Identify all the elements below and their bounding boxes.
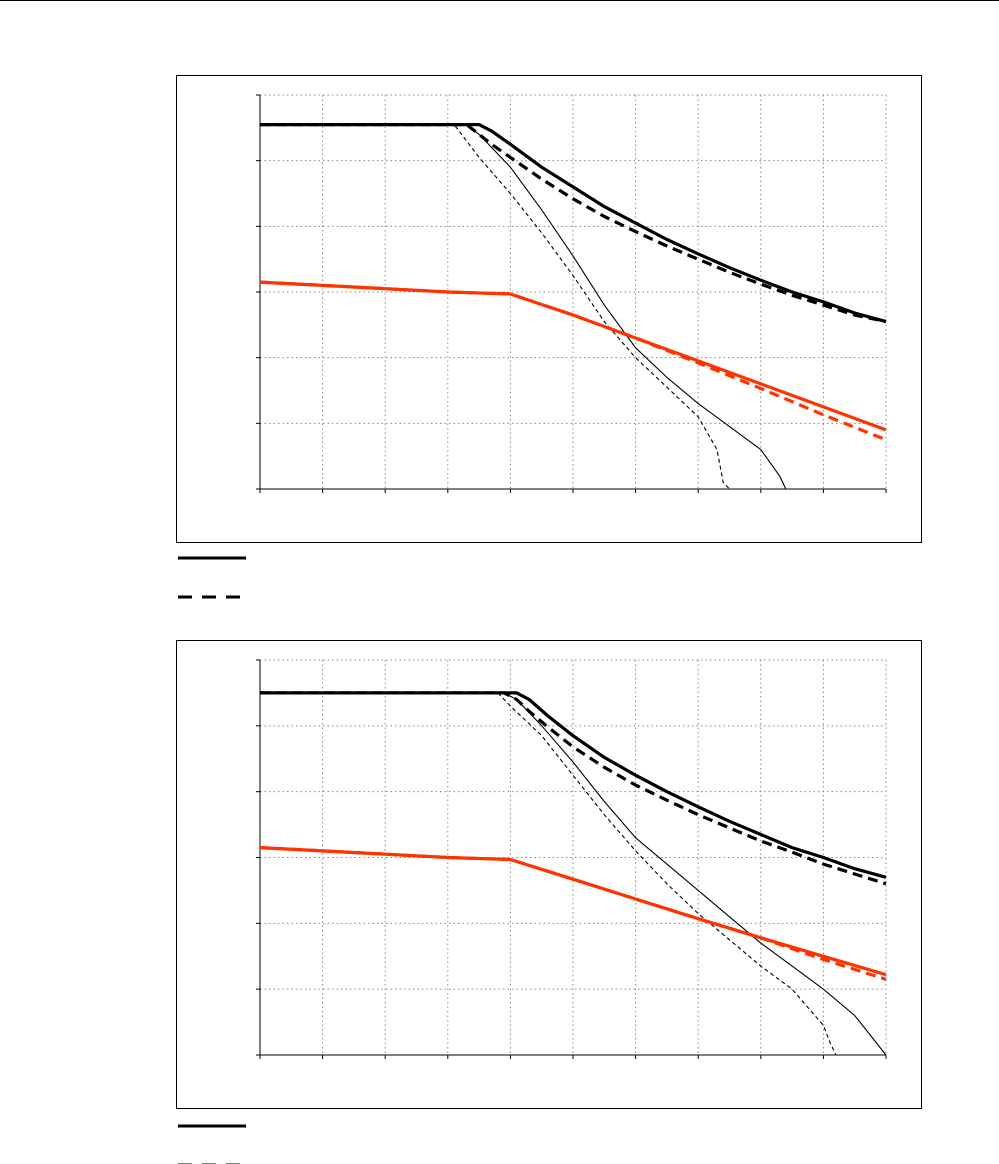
series-line-6	[259, 280, 887, 442]
chart-frame	[176, 640, 922, 1109]
series-line-6	[259, 846, 887, 981]
page-top-rule	[0, 0, 999, 1]
series-line-4	[260, 692, 837, 1056]
series-line-1	[260, 691, 887, 879]
series-line-2	[260, 122, 887, 324]
chart-1	[176, 75, 922, 599]
series-line-4	[260, 124, 730, 490]
series-line-3	[260, 692, 887, 1056]
series-line-1	[260, 122, 887, 324]
chart-frame	[176, 75, 922, 543]
chart-2	[176, 640, 922, 1164]
series-line-3	[260, 124, 787, 490]
series-line-2	[260, 691, 887, 886]
